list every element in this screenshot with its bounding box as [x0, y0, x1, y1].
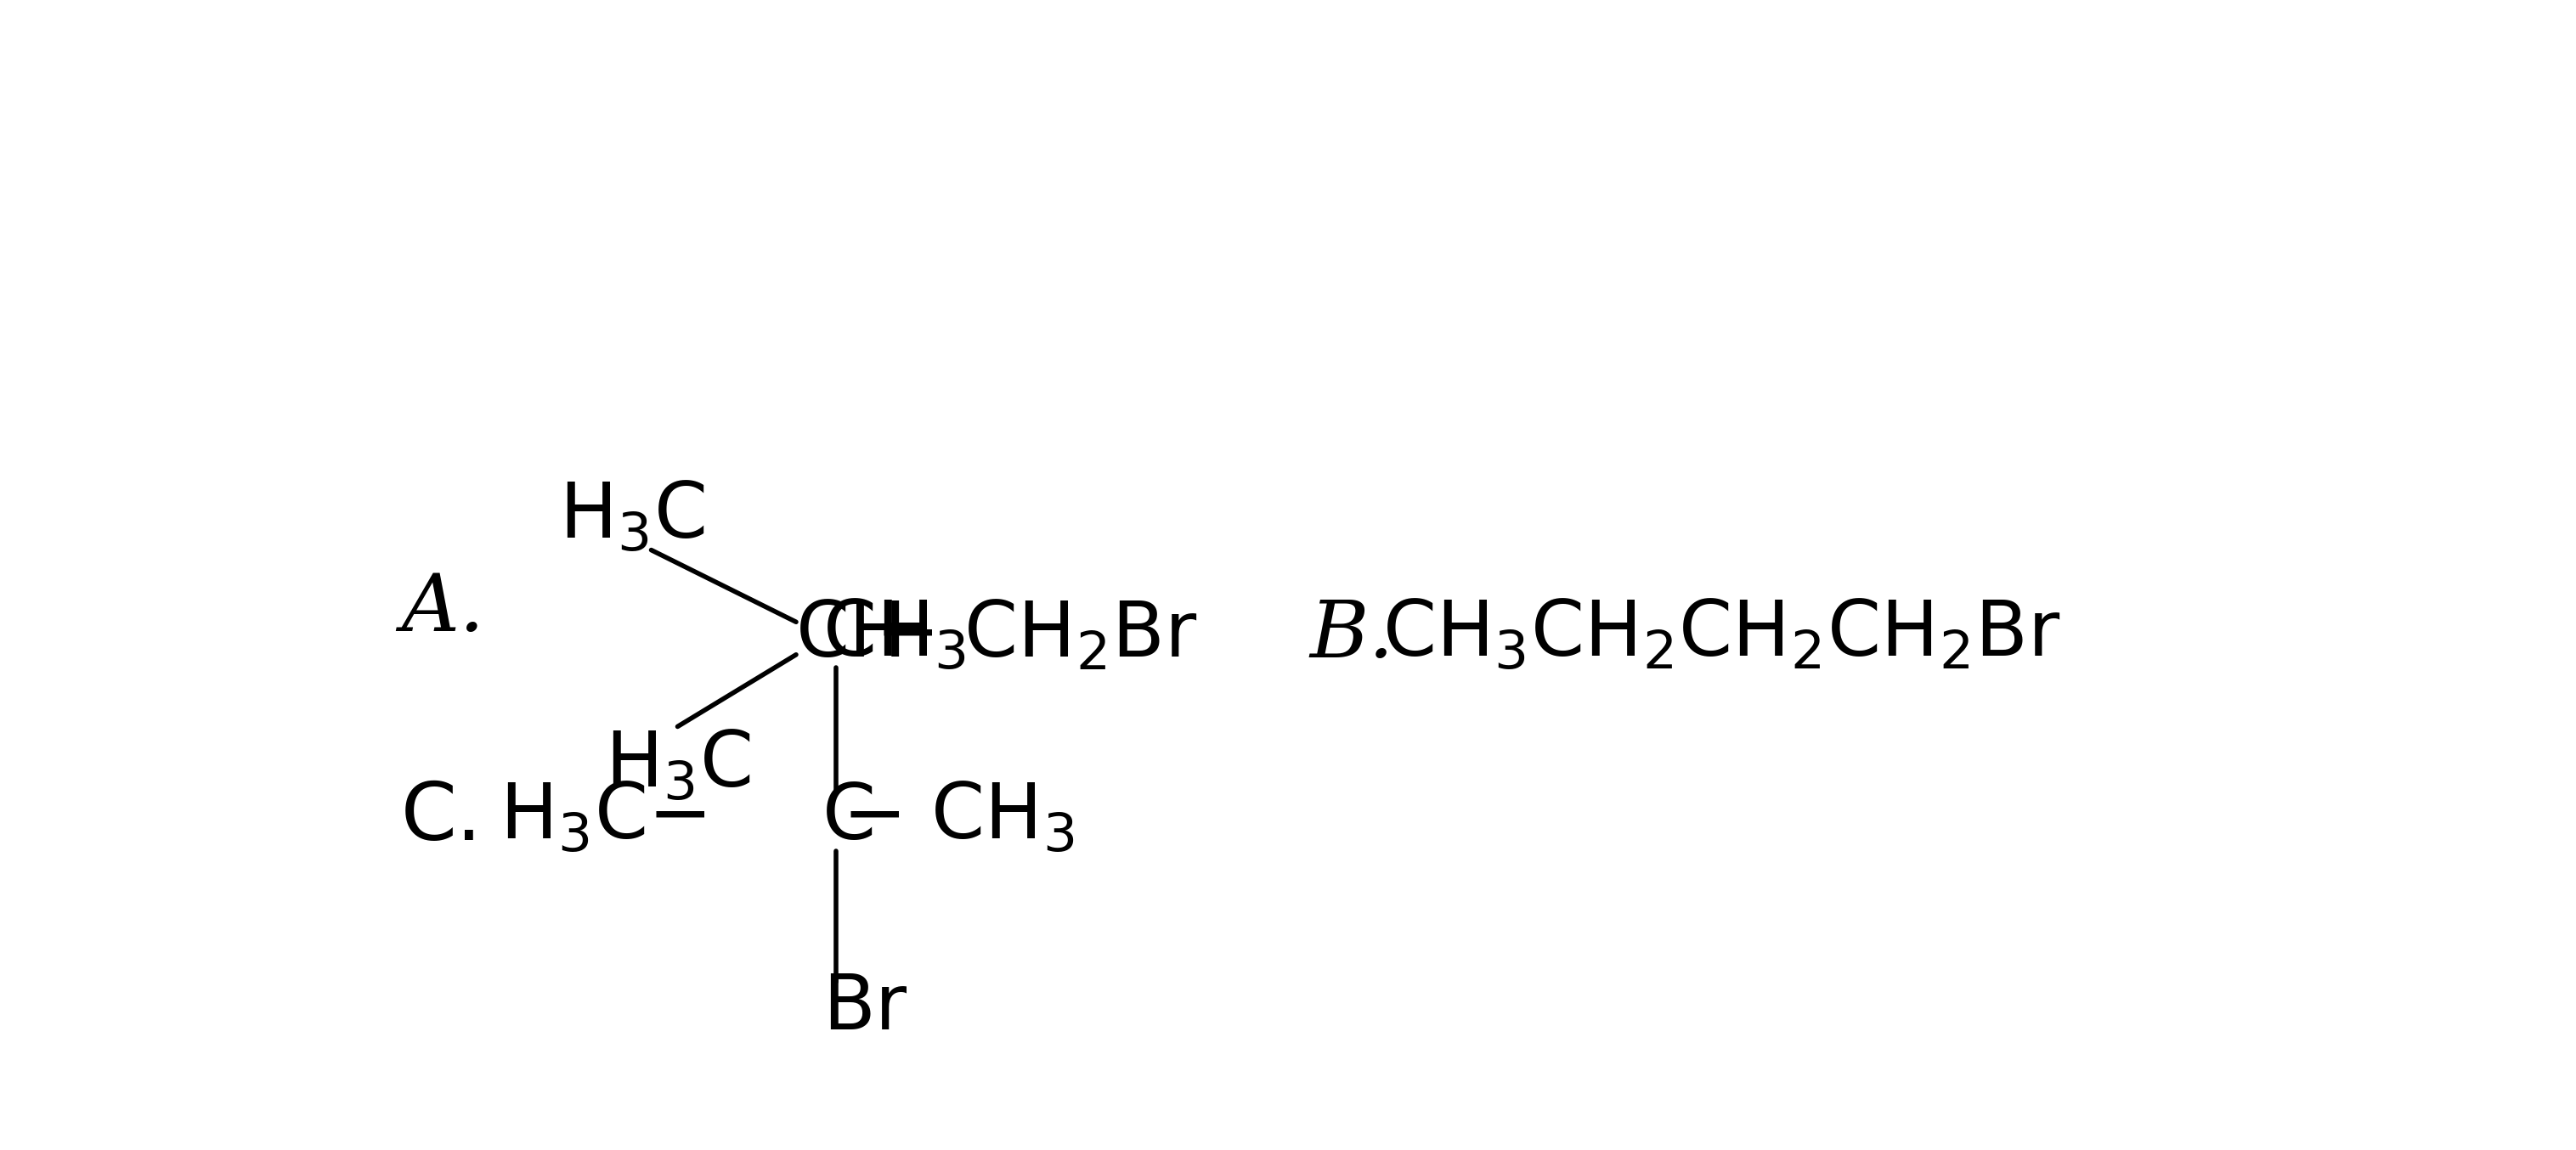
Text: Br: Br: [822, 971, 907, 1045]
Text: H$_3$C: H$_3$C: [605, 728, 752, 804]
Text: A.: A.: [402, 570, 484, 647]
Text: CH: CH: [796, 598, 907, 673]
Text: H$_3$C: H$_3$C: [559, 480, 706, 554]
Text: $-$ CH$_3$: $-$ CH$_3$: [842, 781, 1074, 856]
Text: H$_3$C$-$: H$_3$C$-$: [500, 781, 706, 856]
Text: CH$_3$: CH$_3$: [822, 598, 966, 673]
Text: C.: C.: [402, 779, 482, 857]
Text: B.: B.: [1309, 597, 1394, 673]
Text: CH$_3$CH$_2$CH$_2$CH$_2$Br: CH$_3$CH$_2$CH$_2$CH$_2$Br: [1383, 598, 2061, 673]
Text: $-$ CH$_2$Br: $-$ CH$_2$Br: [876, 598, 1198, 673]
Text: C: C: [822, 781, 876, 856]
